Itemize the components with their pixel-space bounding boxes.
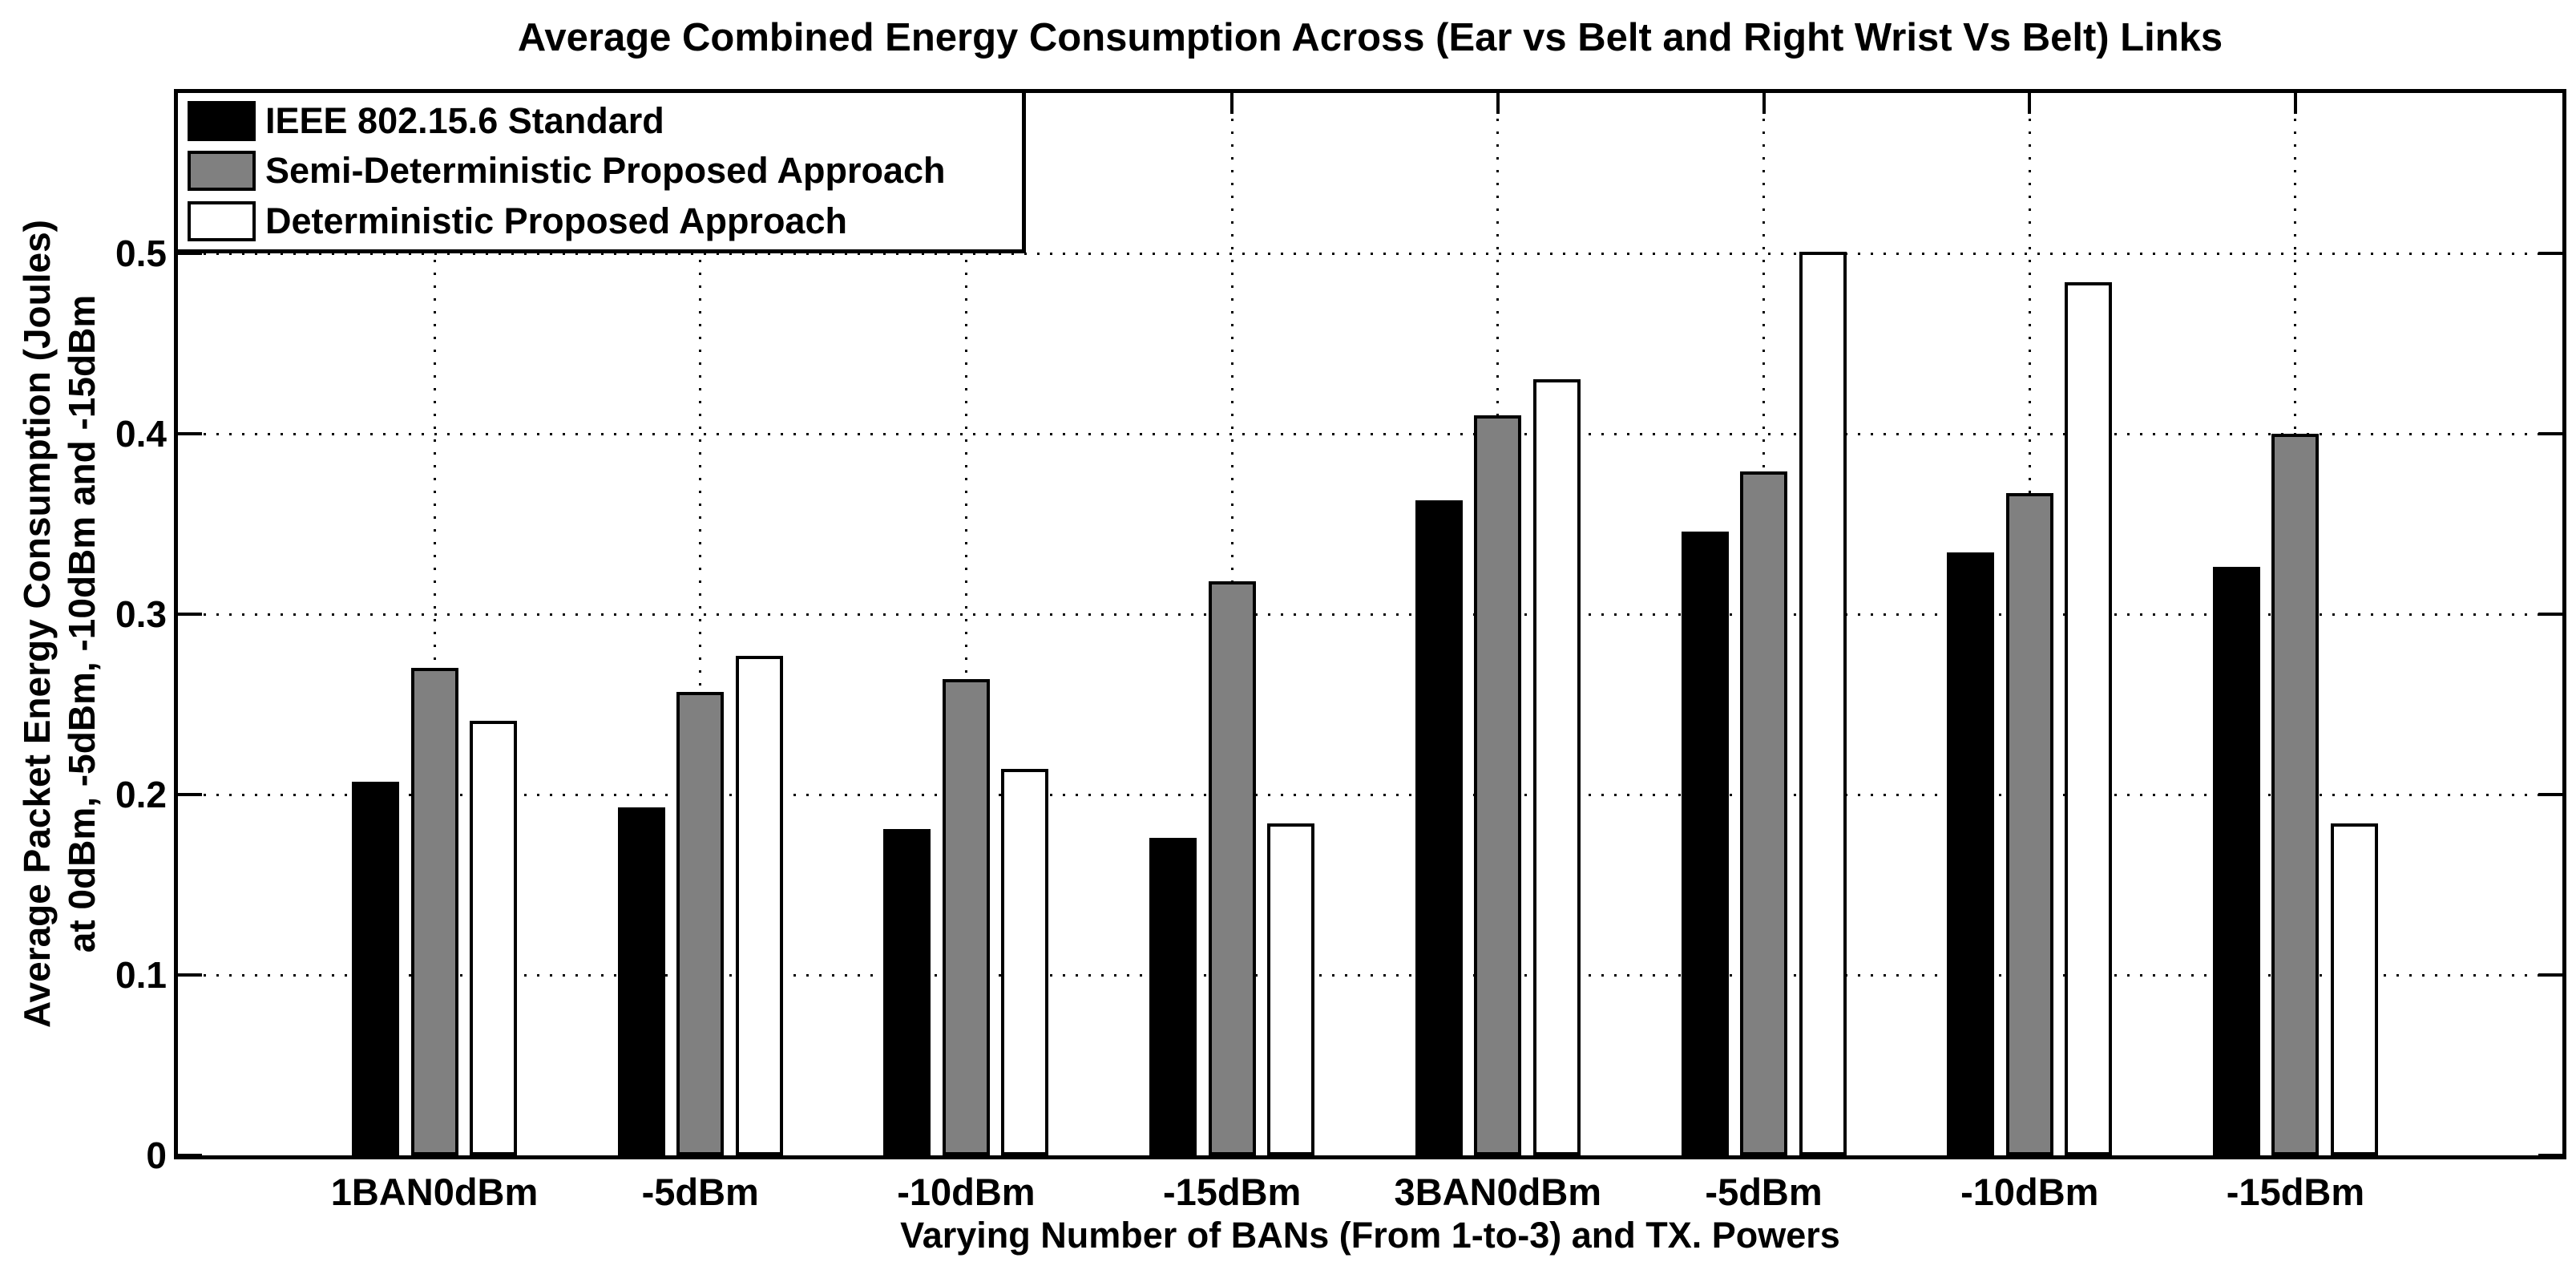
y-axis-tick-mark	[2538, 613, 2562, 616]
legend-box: IEEE 802.15.6 Standard Semi-Deterministic…	[174, 89, 1026, 253]
bar-ieee-802-15-6-standard-3ban0dbm	[1415, 500, 1463, 1155]
horizontal-gridline	[178, 432, 2562, 435]
bar-deterministic-proposed-approach--10dbm	[1001, 769, 1049, 1155]
horizontal-gridline	[178, 252, 2562, 255]
x-axis-tick-mark	[2028, 93, 2032, 114]
legend-swatch-icon	[188, 101, 256, 142]
y-axis-tick-mark	[2538, 973, 2562, 977]
bar-ieee-802-15-6-standard--15dbm	[1149, 838, 1197, 1155]
bar-deterministic-proposed-approach--5dbm	[735, 656, 783, 1155]
bar-deterministic-proposed-approach-3ban0dbm	[1532, 379, 1581, 1155]
vertical-gridline	[964, 93, 967, 1155]
y-tick-label: 0.5	[115, 233, 167, 274]
x-tick-label: -15dBm	[2226, 1171, 2365, 1213]
vertical-gridline	[433, 93, 436, 1155]
x-axis-tick-mark	[2293, 93, 2297, 114]
legend-swatch-icon	[188, 200, 256, 241]
x-tick-label: -10dBm	[897, 1171, 1036, 1213]
bar-semi-deterministic-proposed-approach--15dbm	[1208, 581, 1256, 1155]
y-tick-label: 0	[146, 1135, 167, 1176]
bar-semi-deterministic-proposed-approach--5dbm	[1740, 471, 1788, 1155]
x-tick-label: -5dBm	[1705, 1171, 1823, 1213]
x-axis-label: Varying Number of BANs (From 1-to-3) and…	[900, 1215, 1840, 1256]
bar-deterministic-proposed-approach--15dbm	[1267, 823, 1315, 1155]
legend-swatch-icon	[188, 151, 256, 192]
y-tick-label: 0.2	[115, 774, 167, 815]
y-axis-tick-mark	[178, 973, 202, 977]
legend-entry: Semi-Deterministic Proposed Approach	[188, 150, 1022, 192]
horizontal-gridline	[178, 973, 2562, 977]
y-axis-tick-mark	[2538, 252, 2562, 255]
y-axis-tick-mark	[178, 252, 202, 255]
y-axis-tick-mark	[2538, 1154, 2562, 1157]
x-axis-tick-mark	[1762, 93, 1766, 114]
y-axis-tick-mark	[178, 613, 202, 616]
y-tick-label: 0.3	[115, 593, 167, 635]
bar-semi-deterministic-proposed-approach--5dbm	[676, 692, 725, 1155]
legend-entry: Deterministic Proposed Approach	[188, 200, 1022, 241]
horizontal-gridline	[178, 793, 2562, 796]
bar-deterministic-proposed-approach-1ban0dbm	[470, 721, 517, 1155]
bar-ieee-802-15-6-standard--5dbm	[617, 807, 665, 1155]
legend-label: Deterministic Proposed Approach	[265, 200, 847, 241]
bar-ieee-802-15-6-standard--15dbm	[2212, 567, 2260, 1155]
bar-ieee-802-15-6-standard--10dbm	[883, 829, 931, 1155]
x-axis-tick-mark	[1230, 93, 1234, 114]
y-tick-label: 0.1	[115, 954, 167, 996]
y-axis-tick-mark	[2538, 432, 2562, 435]
bar-semi-deterministic-proposed-approach--15dbm	[2271, 434, 2320, 1155]
bar-ieee-802-15-6-standard--10dbm	[1947, 552, 1995, 1155]
vertical-gridline	[699, 93, 702, 1155]
bar-ieee-802-15-6-standard-1ban0dbm	[352, 782, 399, 1155]
x-tick-label: 1BAN0dBm	[330, 1171, 539, 1213]
bar-semi-deterministic-proposed-approach-3ban0dbm	[1474, 415, 1522, 1155]
legend-label: Semi-Deterministic Proposed Approach	[265, 150, 946, 192]
bar-deterministic-proposed-approach--10dbm	[2065, 282, 2113, 1155]
bar-semi-deterministic-proposed-approach-1ban0dbm	[410, 668, 458, 1155]
y-axis-tick-mark	[178, 1154, 202, 1157]
horizontal-gridline	[178, 613, 2562, 616]
legend-label: IEEE 802.15.6 Standard	[265, 100, 664, 142]
x-tick-label: -10dBm	[1960, 1171, 2099, 1213]
y-axis-tick-mark	[2538, 793, 2562, 796]
y-axis-tick-mark	[178, 793, 202, 796]
x-tick-label: -15dBm	[1162, 1171, 1302, 1213]
chart-title: Average Combined Energy Consumption Acro…	[517, 16, 2223, 59]
y-tick-label: 0.4	[115, 413, 167, 455]
bar-ieee-802-15-6-standard--5dbm	[1681, 532, 1729, 1155]
y-axis-tick-mark	[178, 432, 202, 435]
bar-deterministic-proposed-approach--5dbm	[1799, 252, 1847, 1155]
x-tick-label: -5dBm	[641, 1171, 759, 1213]
bar-semi-deterministic-proposed-approach--10dbm	[942, 679, 990, 1155]
bar-deterministic-proposed-approach--15dbm	[2330, 823, 2378, 1155]
bar-semi-deterministic-proposed-approach--10dbm	[2005, 493, 2053, 1155]
plot-area	[174, 89, 2566, 1159]
x-tick-label: 3BAN0dBm	[1394, 1171, 1602, 1213]
legend-entry: IEEE 802.15.6 Standard	[188, 100, 1022, 142]
x-axis-tick-mark	[1496, 93, 1500, 114]
